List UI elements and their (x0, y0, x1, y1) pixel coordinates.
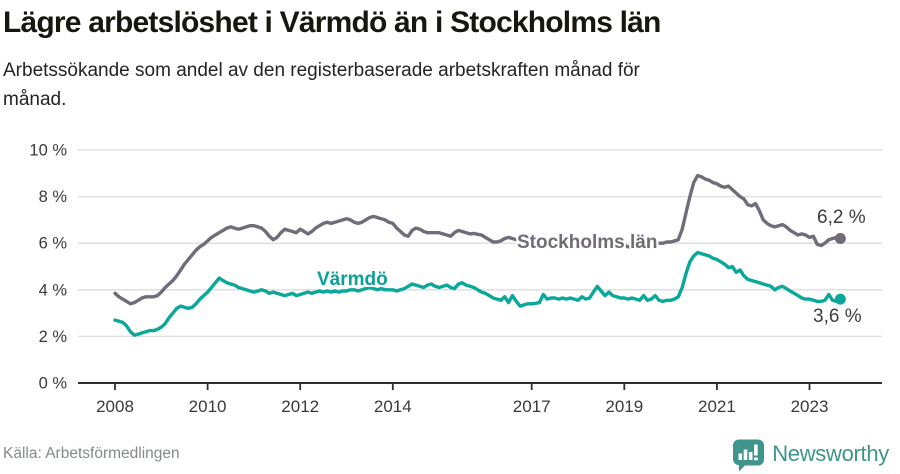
source-note: Källa: Arbetsförmedlingen (3, 445, 180, 462)
end-value-label-stockholms-lan: 6,2 % (817, 207, 866, 228)
y-tick-label: 6 % (39, 235, 68, 253)
bar-chart-speech-bubble-icon (733, 439, 765, 471)
x-tick-label: 2019 (605, 397, 643, 416)
x-tick-label: 2012 (281, 397, 319, 416)
y-tick-label: 8 % (39, 188, 68, 206)
series-line-stockholms-l-n (113, 173, 843, 306)
x-tick-label: 2010 (189, 397, 227, 416)
x-tick-label: 2021 (698, 397, 736, 416)
y-tick-label: 2 % (39, 328, 68, 346)
end-dot-v-rmd- (834, 293, 846, 305)
newsworthy-logo: Newsworthy (732, 438, 889, 472)
end-value-label-varmdo: 3,6 % (813, 306, 862, 327)
end-dot-stockholms-l-n (834, 233, 846, 245)
x-tick-label: 2014 (374, 397, 412, 416)
y-tick-label: 0 % (39, 375, 68, 393)
series-line-v-rmd- (113, 250, 843, 337)
series-label-varmdo: Värmdö (317, 269, 388, 290)
y-tick-label: 4 % (39, 281, 68, 299)
page-title: Lägre arbetslöshet i Värmdö än i Stockho… (3, 6, 661, 39)
chart-subtitle: Arbetssökande som andel av den registerb… (3, 60, 640, 110)
y-tick-label: 10 % (29, 142, 67, 160)
series-label-stockholms-lan: Stockholms län (517, 232, 658, 253)
newsworthy-wordmark: Newsworthy (772, 441, 889, 466)
x-tick-label: 2023 (791, 397, 829, 416)
x-tick-label: 2017 (513, 397, 551, 416)
x-tick-label: 2008 (96, 397, 134, 416)
